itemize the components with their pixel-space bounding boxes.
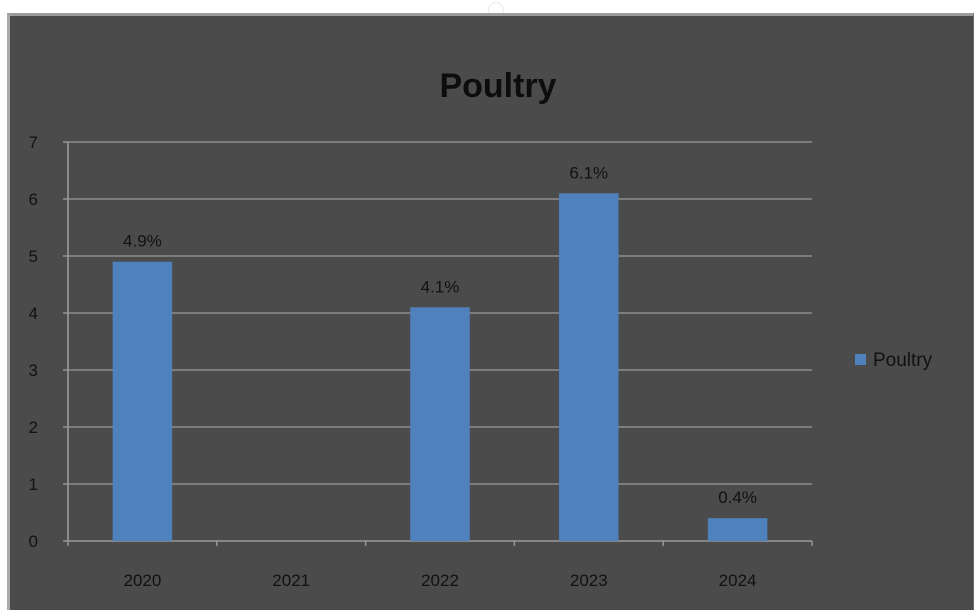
x-tick-label: 2023 xyxy=(570,571,608,590)
x-tick-label: 2022 xyxy=(421,571,459,590)
y-tick-label: 2 xyxy=(29,418,38,437)
y-tick-label: 6 xyxy=(29,190,38,209)
y-tick-label: 5 xyxy=(29,247,38,266)
data-label: 4.9% xyxy=(123,232,162,251)
bar-2022[interactable] xyxy=(410,307,470,541)
y-tick-label: 3 xyxy=(29,361,38,380)
x-tick-label: 2024 xyxy=(719,571,757,590)
bar-2023[interactable] xyxy=(559,193,619,542)
legend-label: Poultry xyxy=(873,350,933,371)
bar-layer xyxy=(112,193,768,542)
x-tick-label: 2020 xyxy=(123,571,161,590)
data-label: 4.1% xyxy=(421,277,460,296)
bar-2024[interactable] xyxy=(707,518,768,541)
chart-title: Poultry xyxy=(439,67,556,105)
y-tick-label: 1 xyxy=(29,475,38,494)
bar-2020[interactable] xyxy=(112,261,173,541)
y-tick-label: 0 xyxy=(29,532,38,551)
legend-swatch xyxy=(855,354,866,365)
axis-layer: 0 1 2 3 4 5 6 7 xyxy=(29,133,813,551)
label-layer: 2020 4.9% 2021 2022 4.1% 2023 6.1% 2024 0.4% xyxy=(123,163,757,590)
y-tick-label: 7 xyxy=(29,133,38,152)
x-tick-label: 2021 xyxy=(272,571,310,590)
data-label: 6.1% xyxy=(569,163,608,182)
y-tick-label: 4 xyxy=(29,304,38,323)
legend[interactable]: Poultry xyxy=(855,350,933,371)
data-label: 0.4% xyxy=(718,488,757,507)
